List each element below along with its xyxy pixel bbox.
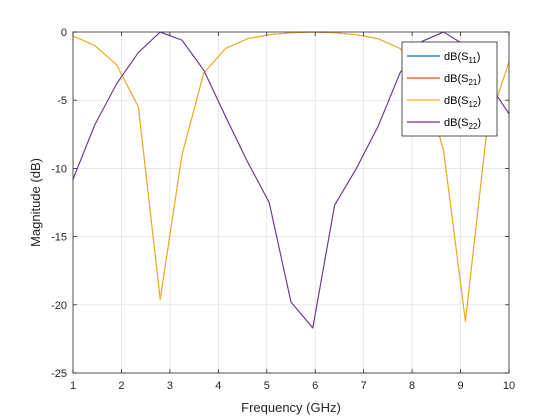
legend-label: dB(S22) [444, 117, 481, 131]
legend[interactable]: dB(S11)dB(S21)dB(S12)dB(S22) [401, 41, 498, 137]
legend-label-close: ) [477, 117, 481, 129]
x-tick-label: 4 [215, 380, 221, 392]
y-axis-ticks: 0 -5 -10 -15 -20 -25 [51, 27, 509, 380]
x-tick-label: 8 [409, 380, 415, 392]
legend-label: dB(S11) [444, 51, 480, 65]
legend-label-base: dB(S [444, 73, 468, 85]
legend-label-close: ) [477, 51, 481, 63]
legend-label: dB(S12) [444, 95, 481, 109]
y-tick-label: -25 [51, 368, 67, 380]
x-tick-label: 3 [167, 380, 173, 392]
legend-label-base: dB(S [444, 51, 468, 63]
x-axis-ticks: 1 2 3 4 5 6 7 8 9 10 [70, 32, 515, 392]
legend-box [401, 41, 498, 137]
legend-label-base: dB(S [444, 95, 468, 107]
x-axis-label: Frequency (GHz) [241, 400, 341, 415]
x-tick-label: 1 [70, 380, 76, 392]
grid-lines [73, 32, 509, 373]
x-tick-label: 5 [264, 380, 270, 392]
y-tick-label: 0 [61, 27, 67, 39]
axes-box [72, 31, 510, 374]
x-tick-label: 7 [361, 380, 367, 392]
legend-label-subscript: 21 [468, 78, 477, 87]
legend-label: dB(S21) [444, 73, 481, 87]
legend-label-close: ) [477, 73, 481, 85]
y-tick-label: -10 [51, 163, 67, 175]
series-line-22 [72, 31, 510, 329]
x-tick-label: 2 [118, 380, 124, 392]
y-tick-label: -5 [57, 95, 67, 107]
legend-label-subscript: 22 [468, 122, 477, 131]
legend-label-subscript: 12 [468, 100, 477, 109]
y-axis-label: Magnitude (dB) [28, 158, 43, 247]
legend-label-close: ) [477, 95, 481, 107]
y-tick-label: -15 [51, 232, 67, 244]
x-tick-label: 6 [312, 380, 318, 392]
legend-label-base: dB(S [444, 117, 468, 129]
legend-label-subscript: 11 [468, 56, 477, 65]
y-tick-label: -20 [51, 300, 67, 312]
x-tick-label: 9 [457, 380, 463, 392]
x-tick-label: 10 [503, 380, 515, 392]
